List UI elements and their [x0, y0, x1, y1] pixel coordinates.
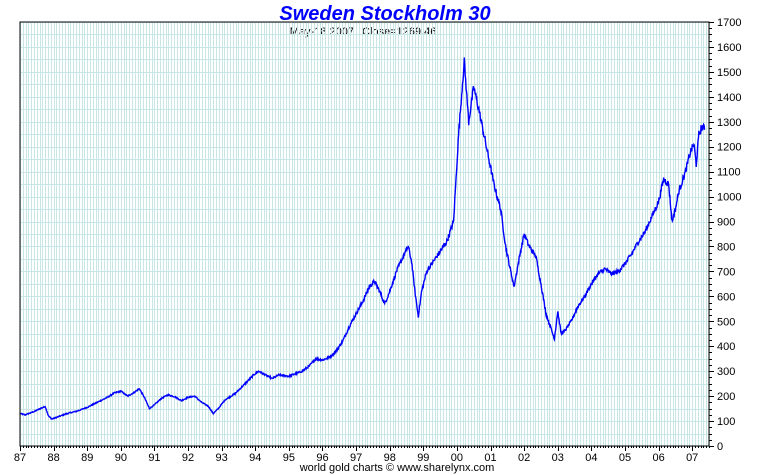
tick-layer: 87 88 89 90 91 92 93 94 95 96 97 98 99 00 01 02 03 04 05 06…	[14, 17, 742, 464]
y-tick-label-0: 0	[717, 441, 723, 453]
x-tick-label-01: 01	[484, 452, 496, 464]
x-tick-label-99: 99	[417, 452, 429, 464]
x-tick-label-93: 93	[216, 452, 228, 464]
x-tick-label-03: 03	[552, 452, 564, 464]
y-tick-label-500: 500	[717, 316, 735, 328]
y-tick-label-900: 900	[717, 217, 735, 229]
x-tick-label-90: 90	[115, 452, 127, 464]
x-tick-label-89: 89	[81, 452, 93, 464]
plot-frame	[19, 21, 710, 447]
x-tick-label-95: 95	[283, 452, 295, 464]
y-tick-label-1200: 1200	[717, 142, 741, 154]
y-tick-label-1700: 1700	[717, 17, 741, 29]
x-tick-label-96: 96	[316, 452, 328, 464]
chart-title: Sweden Stockholm 30	[279, 3, 490, 25]
x-tick-label-05: 05	[619, 452, 631, 464]
y-tick-label-600: 600	[717, 291, 735, 303]
footer-credit: world gold charts © www.sharelynx.com	[299, 462, 495, 474]
x-tick-label-92: 92	[182, 452, 194, 464]
x-tick-label-91: 91	[148, 452, 160, 464]
x-tick-label-87: 87	[14, 452, 26, 464]
y-tick-label-1000: 1000	[717, 192, 741, 204]
date-label: May-18 2007	[290, 26, 354, 38]
x-tick-label-94: 94	[249, 452, 261, 464]
y-tick-label-1300: 1300	[717, 117, 741, 129]
series-line	[19, 57, 706, 420]
grid-layer	[20, 22, 710, 447]
x-tick-label-06: 06	[652, 452, 664, 464]
y-tick-label-300: 300	[717, 366, 735, 378]
x-tick-label-04: 04	[585, 452, 597, 464]
y-tick-label-100: 100	[717, 416, 735, 428]
x-tick-label-07: 07	[686, 452, 698, 464]
y-tick-label-800: 800	[717, 241, 735, 253]
y-tick-label-400: 400	[717, 341, 735, 353]
y-tick-label-200: 200	[717, 391, 735, 403]
x-tick-label-00: 00	[451, 452, 463, 464]
y-tick-label-1100: 1100	[717, 167, 741, 179]
y-tick-label-700: 700	[717, 266, 735, 278]
x-tick-label-98: 98	[384, 452, 396, 464]
x-tick-label-88: 88	[47, 452, 59, 464]
y-tick-label-1500: 1500	[717, 67, 741, 79]
x-tick-label-02: 02	[518, 452, 530, 464]
y-tick-label-1600: 1600	[717, 42, 741, 54]
y-tick-label-1400: 1400	[717, 92, 741, 104]
x-tick-label-97: 97	[350, 452, 362, 464]
